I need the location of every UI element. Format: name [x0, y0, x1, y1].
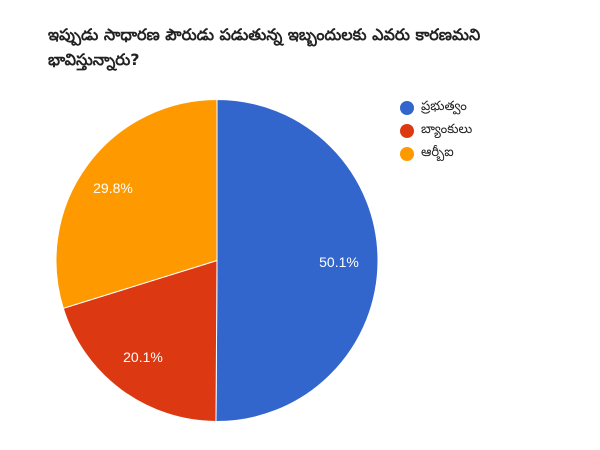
legend-label: బ్యాంకులు — [421, 121, 473, 137]
legend-item-rbi[interactable]: ఆర్బీఐ — [400, 142, 472, 165]
legend-label: ఆర్బీఐ — [421, 144, 454, 160]
legend-dot-icon — [400, 100, 414, 115]
legend-item-banks[interactable]: బ్యాంకులు — [400, 119, 472, 142]
legend-label: ప్రభుత్వం — [421, 98, 467, 114]
pie-slice-rbi[interactable] — [55, 98, 218, 309]
legend-dot-icon — [400, 146, 414, 161]
pie-slice-government[interactable] — [215, 98, 379, 422]
chart-title: ఇప్పుడు సాధారణ పౌరుడు పడుతున్న ఇబ్బందులక… — [48, 25, 481, 69]
slice-label-banks: 20.1% — [123, 349, 163, 365]
slice-label-government: 50.1% — [319, 254, 359, 270]
slice-label-rbi: 29.8% — [93, 180, 133, 196]
legend-dot-icon — [400, 123, 414, 138]
pie-slices — [55, 98, 379, 423]
pie-slice-banks[interactable] — [62, 259, 218, 423]
legend: ప్రభుత్వం బ్యాంకులు ఆర్బీఐ — [400, 96, 472, 165]
legend-item-government[interactable]: ప్రభుత్వం — [400, 96, 472, 119]
